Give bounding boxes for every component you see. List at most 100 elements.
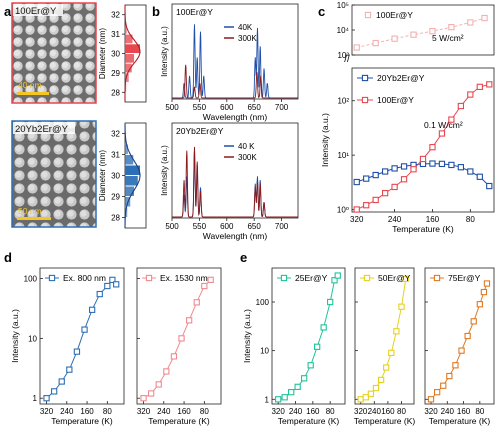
chart-c-tick-label: 160 [426,215,440,224]
temp-chart-series-line [46,279,117,399]
temp-chart-tick-label: 80 [103,407,112,416]
chart-c-legend-label: 100Er@Y [376,10,413,20]
temp-chart-legend-label: 50Er@Y [378,273,411,283]
chart-c-marker [372,39,379,47]
temp-chart-xlabel: Temperature (K) [429,416,491,426]
gaussian-fit-line [124,6,141,102]
temp-chart-marker [288,389,295,396]
spectrum-tick-label: 700 [275,222,289,231]
temp-chart-frame [424,267,495,405]
spectrum-tick-label: 550 [193,222,207,231]
temp-chart-marker [81,326,88,333]
temp-chart-marker [458,347,465,354]
chart-c-marker [467,19,474,26]
temp-chart-marker [170,353,178,360]
temp-chart-xlabel: Temperature (K) [51,416,113,426]
chart-c-marker [457,164,465,171]
temp-chart-marker [307,362,314,369]
chart-c-marker [372,171,379,179]
chart-c-ylabel: Intensity (a.u.) [320,113,330,167]
temp-chart-xlabel: Temperature (K) [148,416,210,426]
temp-chart-tick-label: 240 [157,407,171,416]
temp-chart-marker [452,362,459,369]
chart-c-legend-marker [361,74,369,82]
chart-c-upper-frame [351,4,495,56]
temp-chart-marker [58,378,65,385]
temp-chart-marker [88,306,96,313]
histogram-tick-label: 31 [111,151,120,160]
temp-chart-marker [294,383,301,391]
temp-chart-marker [446,372,453,380]
chart-c-annotation: 0.1 W/cm² [424,120,463,130]
temp-chart-tick-label: 100 [256,298,270,307]
temperature-chart-c: //10³ 10⁴ 10⁵ 10⁰ 10¹ 10² 320 240 160 80 Temperatu… [320,1,495,234]
chart-c-tick-label: 10¹ [337,151,349,160]
tem-image-bottom: 20Yb2Er@Y 50 nm [11,120,97,228]
temp-chart-tick-label: 1 [265,395,270,404]
temp-chart-marker [113,281,120,288]
temp-chart-marker [104,282,111,290]
chart-c-marker [486,182,493,190]
temp-chart-marker [201,282,208,290]
spectrum-tick-label: 500 [165,103,179,112]
temp-chart-legend-marker [48,274,56,282]
histogram-bar [125,73,129,83]
histogram-ylabel: Diameter (nm) [98,150,107,201]
chart-c-marker [481,14,488,22]
temp-chart-marker [398,303,405,310]
temp-chart-marker [433,389,441,396]
temp-chart-tick-label: 160 [177,407,191,416]
temp-chart-frame [136,267,222,405]
chart-c-marker [391,183,398,191]
histogram-tick-label: 32 [111,130,120,139]
temp-chart-marker [464,332,471,340]
temp-chart-marker [383,364,390,371]
histogram-bar [125,165,140,175]
temp-chart-marker [440,382,447,389]
spectrum-frame [171,3,299,100]
temp-chart-tick-label: 1 [33,394,38,403]
temp-chart-tick-label: 100 [24,275,38,284]
spectrum-frame [171,122,299,219]
temp-chart-marker [147,390,155,397]
histogram-bar [125,34,133,44]
temp-chart-tick-label: 160 [80,407,94,416]
temp-chart-marker [331,277,338,284]
temp-chart-tick-label: 240 [441,407,455,416]
temp-chart-tick-label: 80 [397,407,406,416]
chart-c-marker [410,166,417,173]
chart-c-marker [391,165,398,172]
spectrum-ylabel: Intensity (a.u.) [160,145,169,196]
tem-scale-bar-top [17,92,49,95]
temp-chart-legend-label: Ex. 800 nm [63,273,106,283]
chart-c-marker [438,130,446,137]
temp-chart-marker [314,343,321,350]
histogram-ylabel: Diameter (nm) [98,28,107,79]
histogram-bar [125,155,134,165]
spectrum-line [172,64,298,99]
temp-chart-ylabel: Intensity (a.u.) [10,309,20,363]
temp-chart-marker [301,375,308,382]
temp-chart-tick-label: 240 [289,407,303,416]
spectrum-tick-label: 550 [193,103,207,112]
temp-chart-legend-marker [363,274,371,282]
temp-chart-tick-label: 80 [326,407,335,416]
chart-c-marker [467,91,474,98]
chart-c-marker [476,173,483,180]
temp-chart-marker [96,290,103,298]
chart-c-marker [353,178,360,186]
histogram-bar [125,186,134,196]
chart-c-marker [381,189,389,197]
chart-c-lower-frame [351,67,495,213]
temp-chart-legend-marker [145,274,153,282]
chart-c-tick-label: 320 [350,215,364,224]
chart-c-marker [363,175,370,182]
temp-chart-marker [275,396,282,403]
spectrum-tick-label: 700 [275,103,289,112]
histogram-tick-label: 32 [111,11,120,20]
temp-chart-marker [388,349,395,357]
panel-label-c: c [318,4,325,19]
temp-chart-marker [372,384,380,392]
temp-chart-marker [207,276,214,284]
chart-c-marker [400,163,408,170]
